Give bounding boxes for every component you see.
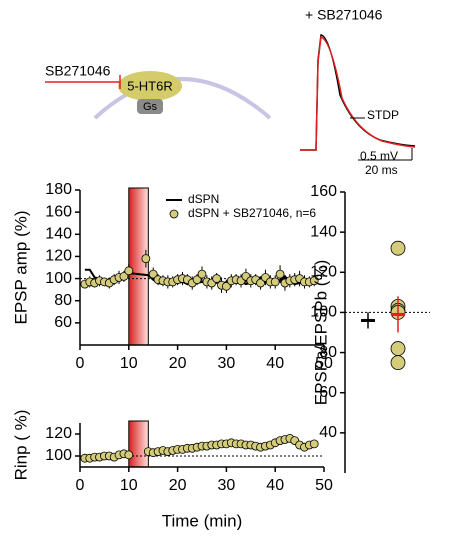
y-tick-label: 100 <box>310 304 337 321</box>
y-tick-label: 100 <box>45 447 72 464</box>
legend-swatch <box>169 209 179 219</box>
legend-label: dSPN + SB271046, n=6 <box>188 206 316 220</box>
trace-title: + SB271046 <box>305 7 383 23</box>
data-point <box>275 269 285 279</box>
x-axis-label: Time (min) <box>162 511 243 530</box>
data-point <box>192 275 202 285</box>
scale-y-label: 0.5 mV <box>360 149 398 163</box>
membrane <box>93 77 272 120</box>
trace-label: STDP <box>367 108 399 122</box>
x-tick-label: 10 <box>120 477 138 494</box>
receptor-label: 5-HT6R <box>127 78 173 93</box>
data-point <box>309 276 319 286</box>
data-point <box>212 274 222 283</box>
data-point <box>309 439 319 449</box>
y-tick-label: 160 <box>310 183 337 200</box>
data-point <box>197 269 207 279</box>
data-point <box>119 271 129 281</box>
y-axis-label: EPSPa/EPSPb (%) <box>311 260 330 406</box>
receptor-shape <box>118 71 182 101</box>
y-tick-label: 40 <box>319 424 337 441</box>
data-point <box>221 281 231 291</box>
y-tick-label: 100 <box>45 270 72 287</box>
data-point <box>390 240 406 256</box>
y-tick-label: 60 <box>319 384 337 401</box>
trace-drug <box>300 36 416 151</box>
legend-label: dSPN <box>188 192 219 206</box>
x-tick-label: 40 <box>266 477 284 494</box>
y-tick-label: 60 <box>54 314 72 331</box>
gs-label: Gs <box>143 101 158 113</box>
x-tick-label: 0 <box>76 355 85 372</box>
gs-shape <box>137 99 163 114</box>
x-tick-label: 50 <box>315 477 333 494</box>
data-point <box>256 278 265 288</box>
y-axis-label: EPSP amp (%) <box>11 210 30 324</box>
data-point <box>124 450 134 460</box>
y-tick-label: 120 <box>45 425 72 442</box>
y-tick-label: 80 <box>319 344 337 361</box>
x-tick-label: 30 <box>218 477 236 494</box>
y-axis-label: Rinp ( %) <box>11 410 30 481</box>
x-tick-label: 50 <box>315 355 333 372</box>
x-tick-label: 0 <box>76 477 85 494</box>
x-tick-label: 40 <box>266 355 284 372</box>
y-tick-label: 120 <box>310 264 337 281</box>
data-point <box>390 341 406 356</box>
data-point <box>270 277 280 287</box>
x-tick-label: 20 <box>169 477 187 494</box>
x-tick-label: 30 <box>218 355 236 372</box>
y-tick-label: 140 <box>45 226 72 243</box>
data-point <box>148 269 158 279</box>
data-point <box>124 266 134 276</box>
x-tick-label: 10 <box>120 355 138 372</box>
y-tick-label: 120 <box>45 248 72 265</box>
y-tick-label: 180 <box>45 181 72 198</box>
y-tick-label: 80 <box>54 292 72 309</box>
y-tick-label: 140 <box>310 223 337 240</box>
data-point <box>141 254 151 264</box>
stim-region <box>128 420 149 468</box>
y-tick-label: 160 <box>45 203 72 220</box>
drug-label: SB271046 <box>45 63 111 79</box>
x-tick-label: 20 <box>169 355 187 372</box>
scale-x-label: 20 ms <box>365 163 398 177</box>
data-point <box>390 355 406 371</box>
